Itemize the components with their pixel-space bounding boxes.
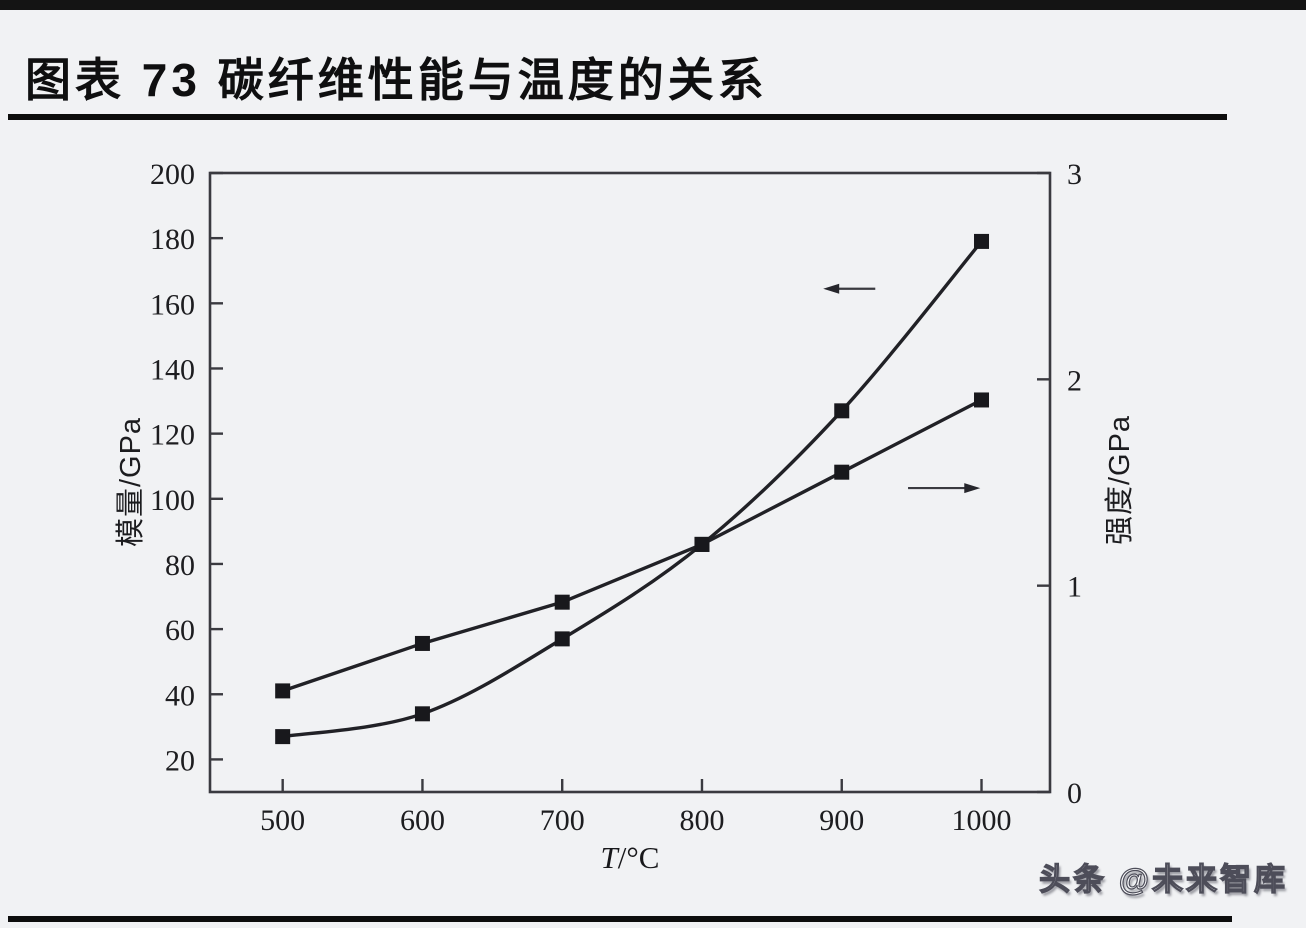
data-point-marker xyxy=(974,233,990,249)
watermark: 头条 @未来智库 xyxy=(1039,861,1288,897)
bottom-border-rule xyxy=(8,916,1232,922)
left-axis-tick-label: 20 xyxy=(165,744,195,777)
x-axis-tick-label: 600 xyxy=(400,804,445,837)
figure-title: 图表 73 碳纤维性能与温度的关系 xyxy=(25,54,768,106)
left-axis-tick-label: 140 xyxy=(150,353,195,386)
left-axis-tick-label: 60 xyxy=(165,614,195,647)
x-axis-tick-label: 500 xyxy=(260,804,305,837)
right-axis-title: 强度/GPa xyxy=(1104,414,1136,546)
x-axis-symbol: T xyxy=(600,840,618,875)
left-axis-tick-label: 200 xyxy=(150,158,195,191)
data-point-marker xyxy=(414,706,430,722)
right-axis-tick-label: 2 xyxy=(1067,364,1082,397)
top-border-bar xyxy=(0,0,1306,10)
strength-curve xyxy=(280,398,984,693)
data-point-marker xyxy=(834,464,850,480)
right-axis-tick-label: 0 xyxy=(1067,777,1082,810)
x-axis-tick-label: 900 xyxy=(819,804,864,837)
left-axis-tick-label: 100 xyxy=(150,484,195,517)
data-point-marker xyxy=(834,403,850,419)
right-axis-tick-label: 3 xyxy=(1067,158,1082,191)
data-point-marker xyxy=(974,392,990,408)
title-underline xyxy=(8,114,1227,120)
left-axis-title: 模量/GPa xyxy=(115,416,147,548)
left-axis-tick-label: 160 xyxy=(150,288,195,321)
plot-border xyxy=(208,171,1052,794)
right-arrow-icon xyxy=(964,483,981,494)
data-point-marker xyxy=(694,536,710,552)
x-axis-tick-label: 800 xyxy=(679,804,724,837)
x-axis-title: T/°C xyxy=(601,840,660,876)
data-point-marker xyxy=(554,631,570,647)
left-axis-tick-label: 80 xyxy=(165,549,195,582)
right-axis-tick-label: 1 xyxy=(1067,571,1082,604)
data-point-marker xyxy=(414,635,430,651)
data-point-marker xyxy=(275,683,291,699)
x-axis-unit: /°C xyxy=(617,840,660,875)
data-point-marker xyxy=(275,729,291,745)
left-axis-tick-label: 120 xyxy=(150,419,195,452)
data-point-marker xyxy=(554,594,570,610)
x-axis-tick-label: 1000 xyxy=(952,804,1012,837)
x-axis-tick-label: 700 xyxy=(540,804,585,837)
modulus-curve xyxy=(280,239,984,739)
left-axis-tick-label: 40 xyxy=(165,679,195,712)
left-arrow-icon xyxy=(823,283,840,294)
left-axis-tick-label: 180 xyxy=(150,223,195,256)
